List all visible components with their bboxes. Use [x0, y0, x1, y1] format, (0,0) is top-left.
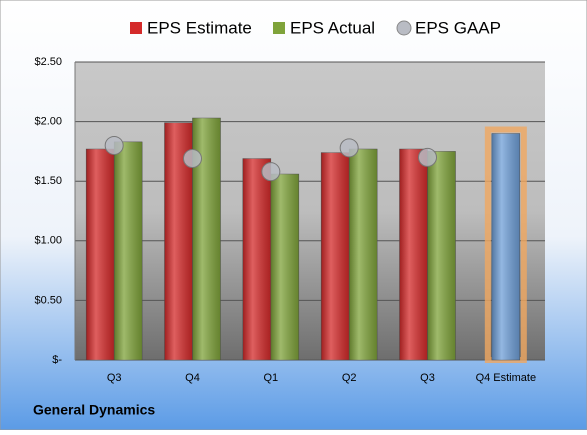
plot-area — [75, 62, 545, 360]
bar-shine — [399, 149, 428, 360]
legend-swatch — [273, 22, 285, 34]
y-tick-label: $2.50 — [34, 56, 62, 68]
bar-shine — [86, 149, 115, 360]
bar-shine — [321, 152, 350, 360]
bar-shine — [427, 151, 456, 360]
bar-shine — [114, 141, 143, 360]
x-tick-label: Q3 — [420, 372, 435, 384]
legend-label: EPS Estimate — [147, 18, 252, 37]
bar-shine — [349, 149, 378, 360]
legend-swatch — [130, 22, 142, 34]
y-tick-label: $2.00 — [34, 116, 62, 128]
x-tick-label: Q2 — [342, 372, 357, 384]
marker — [183, 149, 202, 169]
marker — [261, 162, 281, 182]
bar-shine — [491, 133, 520, 360]
marker — [418, 147, 437, 167]
y-tick-label: $1.50 — [34, 175, 62, 187]
marker — [104, 135, 124, 155]
x-tick-label: Q4 Estimate — [476, 372, 537, 384]
y-tick-label: $0.50 — [34, 294, 62, 306]
legend-label: EPS GAAP — [415, 18, 501, 37]
chart-title: General Dynamics — [33, 402, 155, 418]
y-tick-label: $1.00 — [34, 235, 62, 247]
marker — [339, 138, 359, 158]
bar-shine — [242, 158, 271, 360]
x-tick-label: Q1 — [263, 372, 278, 384]
y-tick-label: $- — [52, 354, 62, 366]
x-tick-label: Q4 — [185, 372, 200, 384]
x-tick-label: Q3 — [107, 372, 122, 384]
legend-swatch — [396, 20, 412, 36]
legend-label: EPS Actual — [290, 18, 375, 37]
bar-shine — [270, 174, 299, 360]
